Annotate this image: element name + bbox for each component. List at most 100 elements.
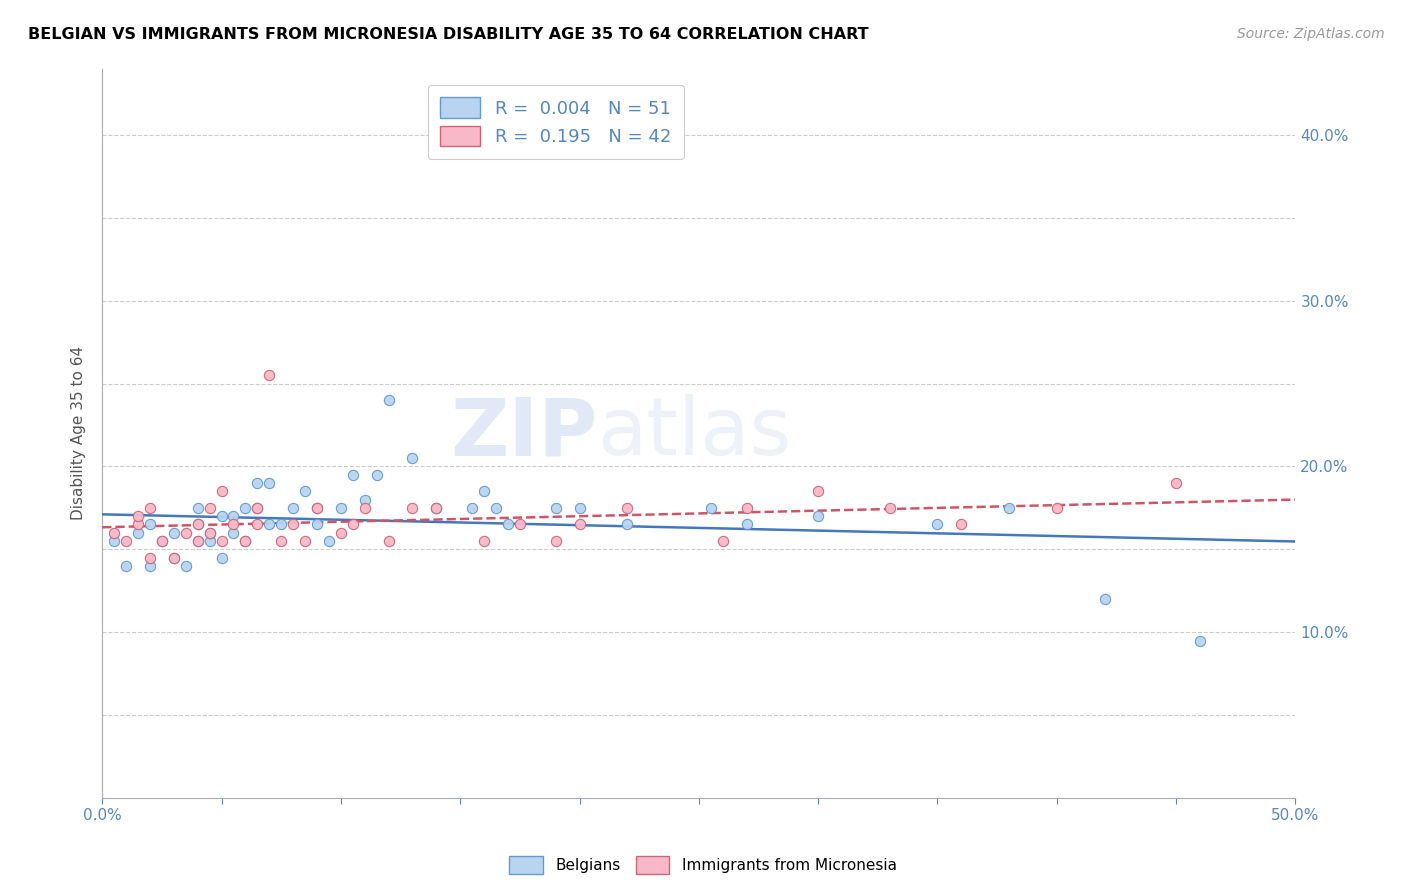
Point (544, 500, 567, 515)
Point (329, 500, 352, 515)
Point (139, 500, 162, 515)
Point (568, 517, 591, 532)
Point (198, 525, 221, 540)
Point (1094, 592, 1116, 607)
Point (377, 393, 399, 408)
Point (259, 476, 281, 491)
Point (235, 500, 257, 515)
Point (425, 500, 447, 515)
Point (305, 500, 328, 515)
Point (616, 517, 638, 532)
Point (998, 500, 1021, 515)
Point (187, 534, 209, 549)
Point (174, 525, 197, 540)
Point (187, 517, 209, 532)
Point (807, 509, 830, 524)
Point (115, 558, 138, 573)
Point (246, 500, 269, 515)
Point (222, 525, 245, 540)
Point (222, 509, 245, 524)
Point (270, 534, 292, 549)
Y-axis label: Disability Age 35 to 64: Disability Age 35 to 64 (72, 346, 86, 520)
Point (163, 550, 186, 565)
Point (163, 525, 186, 540)
Point (127, 517, 149, 532)
Point (735, 500, 758, 515)
Text: ZIP: ZIP (450, 394, 598, 472)
Point (235, 534, 257, 549)
Point (174, 558, 197, 573)
Point (1166, 476, 1188, 491)
Point (294, 534, 316, 549)
Point (211, 550, 233, 565)
Point (1188, 633, 1211, 648)
Point (103, 525, 125, 540)
Point (198, 525, 221, 540)
Point (139, 550, 162, 565)
Point (305, 517, 328, 532)
Point (544, 534, 567, 549)
Point (700, 500, 723, 515)
Point (472, 484, 495, 499)
Point (127, 509, 149, 524)
Point (329, 525, 352, 540)
Point (879, 500, 901, 515)
Point (198, 534, 221, 549)
Point (485, 500, 508, 515)
Point (115, 534, 138, 549)
Point (259, 368, 281, 383)
Point (246, 476, 269, 491)
Point (150, 534, 173, 549)
Point (377, 534, 399, 549)
Text: BELGIAN VS IMMIGRANTS FROM MICRONESIA DISABILITY AGE 35 TO 64 CORRELATION CHART: BELGIAN VS IMMIGRANTS FROM MICRONESIA DI… (28, 27, 869, 42)
Point (246, 500, 269, 515)
Point (246, 517, 269, 532)
Point (198, 500, 221, 515)
Point (270, 517, 292, 532)
Point (187, 534, 209, 549)
Point (281, 500, 304, 515)
Point (472, 534, 495, 549)
Point (235, 534, 257, 549)
Point (211, 484, 233, 499)
Point (353, 492, 375, 507)
Point (509, 517, 531, 532)
Point (318, 534, 340, 549)
Point (950, 517, 973, 532)
Point (342, 517, 364, 532)
Point (259, 517, 281, 532)
Point (735, 517, 758, 532)
Point (461, 500, 484, 515)
Point (103, 534, 125, 549)
Point (281, 517, 304, 532)
Legend: Belgians, Immigrants from Micronesia: Belgians, Immigrants from Micronesia (503, 850, 903, 880)
Point (342, 467, 364, 482)
Text: atlas: atlas (598, 394, 792, 472)
Point (496, 517, 519, 532)
Point (366, 467, 388, 482)
Point (211, 509, 233, 524)
Point (425, 500, 447, 515)
Point (163, 550, 186, 565)
Point (927, 517, 949, 532)
Point (187, 517, 209, 532)
Text: Source: ZipAtlas.com: Source: ZipAtlas.com (1237, 27, 1385, 41)
Point (353, 500, 375, 515)
Point (150, 534, 173, 549)
Legend: R =  0.004   N = 51, R =  0.195   N = 42: R = 0.004 N = 51, R = 0.195 N = 42 (427, 85, 683, 159)
Point (139, 517, 162, 532)
Point (616, 500, 638, 515)
Point (222, 517, 245, 532)
Point (401, 500, 423, 515)
Point (568, 500, 591, 515)
Point (1046, 500, 1069, 515)
Point (127, 525, 149, 540)
Point (401, 451, 423, 466)
Point (807, 484, 830, 499)
Point (211, 534, 233, 549)
Point (139, 558, 162, 573)
Point (294, 484, 316, 499)
Point (305, 500, 328, 515)
Point (187, 500, 209, 515)
Point (711, 534, 734, 549)
